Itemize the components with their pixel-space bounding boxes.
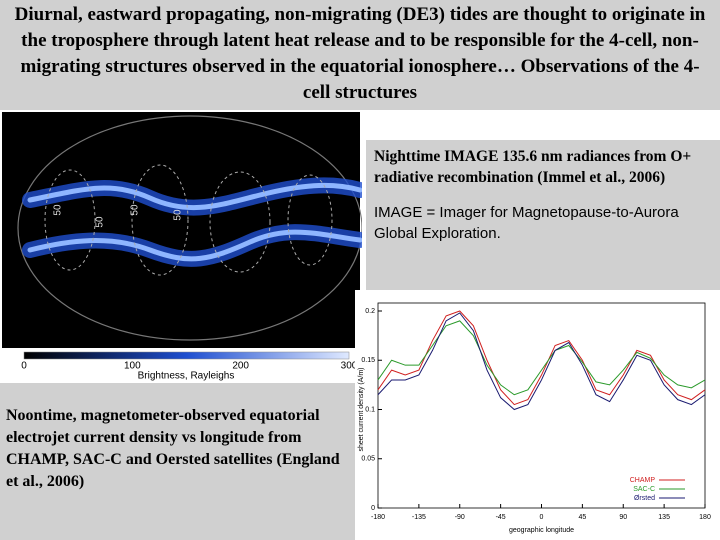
x-tick-label: 45 — [578, 514, 586, 521]
contour-label: 50 — [53, 204, 64, 216]
line-series — [377, 310, 706, 406]
image-caption-box: Nighttime IMAGE 135.6 nm radiances from … — [366, 140, 720, 290]
chart-bg — [355, 290, 720, 540]
colorbar-tick-label: 100 — [124, 361, 141, 372]
map-image: 50 50 50 50 Brightness, Rayleighs 0 100 20… — [0, 110, 362, 382]
colorbar — [23, 351, 350, 360]
y-tick-label: 0.2 — [365, 308, 375, 315]
colorbar-tick-label: 200 — [232, 361, 249, 372]
globe-outline — [17, 115, 362, 341]
y-tick-label: 0.05 — [361, 456, 375, 463]
image-caption: Nighttime IMAGE 135.6 nm radiances from … — [374, 148, 692, 186]
x-tick-label: 90 — [619, 514, 627, 521]
x-tick-label: 180 — [699, 514, 711, 521]
legend-label: SAC-C — [633, 486, 655, 493]
legend-label: Ørsted — [634, 495, 655, 502]
y-tick-label: 0.15 — [361, 357, 375, 364]
image-definition: IMAGE = Imager for Magnetopause-to-Auror… — [374, 204, 679, 242]
colorbar-tick-label: 300 — [341, 361, 358, 372]
contours — [44, 164, 333, 276]
contour-label: 50 — [173, 209, 184, 221]
y-axis-label: sheet current density (A/m) — [358, 367, 365, 451]
chart-caption: Noontime, magnetometer-observed equatori… — [0, 383, 355, 540]
legend-label: CHAMP — [630, 477, 656, 484]
bands — [22, 177, 362, 267]
x-tick-label: -135 — [412, 514, 426, 521]
title: Diurnal, eastward propagating, non-migra… — [0, 0, 720, 110]
colorbar-label: Brightness, Rayleighs — [138, 371, 235, 382]
y-tick-label: 0 — [371, 505, 375, 512]
x-tick-label: 135 — [658, 514, 670, 521]
x-tick-label: -45 — [496, 514, 506, 521]
line-series — [377, 312, 706, 411]
chart: 0 0.05 0.1 0.15 0.2 -180 -135 -90 -45 0 45 90 135 180… — [355, 290, 720, 540]
x-tick-label: -90 — [455, 514, 465, 521]
x-tick-label: 0 — [540, 514, 544, 521]
line-series — [377, 320, 706, 396]
contour-label: 50 — [95, 216, 106, 228]
y-tick-label: 0.1 — [365, 406, 375, 413]
contour-label: 50 — [130, 204, 141, 216]
colorbar-tick-label: 0 — [21, 361, 27, 372]
x-tick-label: -180 — [371, 514, 385, 521]
x-axis-label: geographic longitude — [509, 527, 574, 534]
